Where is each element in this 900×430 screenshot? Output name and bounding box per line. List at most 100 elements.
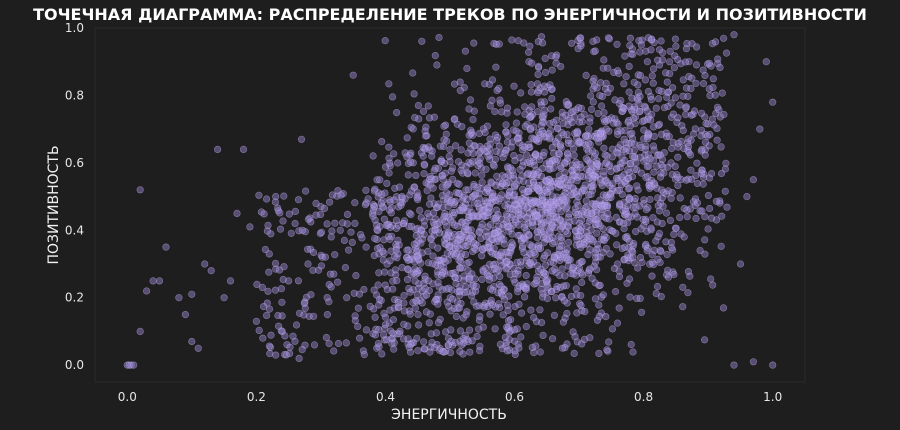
scatter-point — [539, 289, 547, 297]
scatter-point — [339, 190, 347, 198]
scatter-point — [621, 127, 629, 135]
scatter-point — [622, 73, 630, 81]
scatter-point — [605, 215, 613, 223]
scatter-point — [537, 265, 545, 273]
scatter-point — [580, 186, 589, 194]
scatter-point — [577, 104, 586, 112]
scatter-point — [704, 225, 712, 233]
scatter-point — [749, 358, 758, 366]
scatter-point — [663, 251, 671, 259]
scatter-point — [340, 236, 349, 244]
scatter-point — [604, 179, 612, 187]
scatter-point — [392, 216, 401, 224]
scatter-point — [394, 298, 402, 307]
scatter-point — [369, 212, 377, 220]
scatter-point — [354, 304, 363, 312]
scatter-point — [388, 204, 396, 212]
scatter-point — [534, 245, 543, 253]
scatter-point — [483, 147, 491, 155]
scatter-point — [612, 241, 621, 249]
scatter-point — [420, 345, 428, 353]
points-layer — [123, 31, 777, 369]
scatter-point — [533, 80, 542, 88]
scatter-point — [578, 340, 586, 348]
scatter-point — [537, 33, 546, 41]
scatter-point — [407, 158, 415, 166]
scatter-point — [304, 245, 312, 253]
scatter-point — [432, 261, 440, 269]
scatter-point — [662, 271, 671, 279]
scatter-point — [443, 298, 451, 306]
scatter-point — [541, 261, 549, 270]
scatter-point — [537, 203, 545, 211]
scatter-point — [289, 332, 297, 340]
scatter-point — [594, 109, 602, 118]
y-tick-label: 0.4 — [65, 223, 84, 237]
scatter-point — [549, 240, 557, 248]
scatter-point — [567, 292, 576, 301]
scatter-point — [325, 340, 333, 348]
scatter-point — [705, 174, 714, 182]
scatter-point — [479, 213, 487, 221]
scatter-point — [470, 182, 478, 191]
scatter-point — [282, 351, 290, 359]
scatter-point — [466, 348, 474, 356]
scatter-point — [433, 61, 441, 69]
scatter-point — [637, 41, 646, 49]
scatter-point — [573, 309, 581, 317]
scatter-point — [563, 254, 571, 262]
scatter-point — [708, 115, 717, 123]
scatter-point — [546, 133, 554, 141]
scatter-point — [709, 75, 717, 83]
scatter-point — [586, 334, 594, 342]
scatter-point — [596, 79, 605, 87]
scatter-point — [573, 338, 581, 346]
scatter-point — [714, 55, 722, 63]
scatter-point — [593, 160, 602, 168]
scatter-point — [436, 315, 444, 323]
scatter-point — [525, 209, 534, 217]
scatter-point — [743, 193, 751, 201]
scatter-point — [465, 105, 473, 113]
scatter-point — [637, 225, 645, 233]
scatter-point — [279, 217, 287, 225]
scatter-point — [518, 242, 527, 250]
scatter-point — [512, 206, 520, 214]
scatter-point — [396, 330, 404, 338]
scatter-point — [723, 203, 731, 211]
scatter-point — [707, 169, 716, 178]
scatter-point — [482, 188, 490, 197]
scatter-point — [553, 155, 562, 163]
scatter-point — [271, 286, 280, 294]
scatter-point — [390, 304, 398, 312]
scatter-point — [513, 135, 522, 143]
scatter-point — [503, 257, 511, 266]
scatter-point — [409, 286, 417, 294]
scatter-point — [586, 265, 594, 273]
scatter-point — [440, 254, 448, 263]
scatter-point — [585, 125, 593, 133]
scatter-point — [631, 194, 639, 203]
scatter-point — [613, 40, 621, 48]
scatter-point — [470, 212, 478, 220]
scatter-point — [298, 226, 307, 234]
scatter-point — [626, 293, 634, 301]
scatter-point — [581, 308, 589, 316]
scatter-point — [589, 98, 597, 106]
scatter-point — [252, 317, 260, 325]
scatter-point — [582, 155, 590, 163]
scatter-point — [615, 273, 624, 281]
scatter-point — [762, 58, 770, 66]
scatter-point — [469, 247, 477, 256]
scatter-point — [406, 191, 414, 199]
scatter-point — [539, 331, 547, 340]
scatter-point — [646, 155, 654, 163]
scatter-point — [214, 145, 222, 153]
scatter-point — [383, 179, 391, 187]
scatter-point — [302, 187, 310, 195]
scatter-point — [393, 193, 401, 201]
scatter-point — [617, 96, 625, 105]
scatter-point — [362, 243, 370, 251]
plot-area — [94, 27, 806, 383]
scatter-point — [504, 301, 512, 309]
